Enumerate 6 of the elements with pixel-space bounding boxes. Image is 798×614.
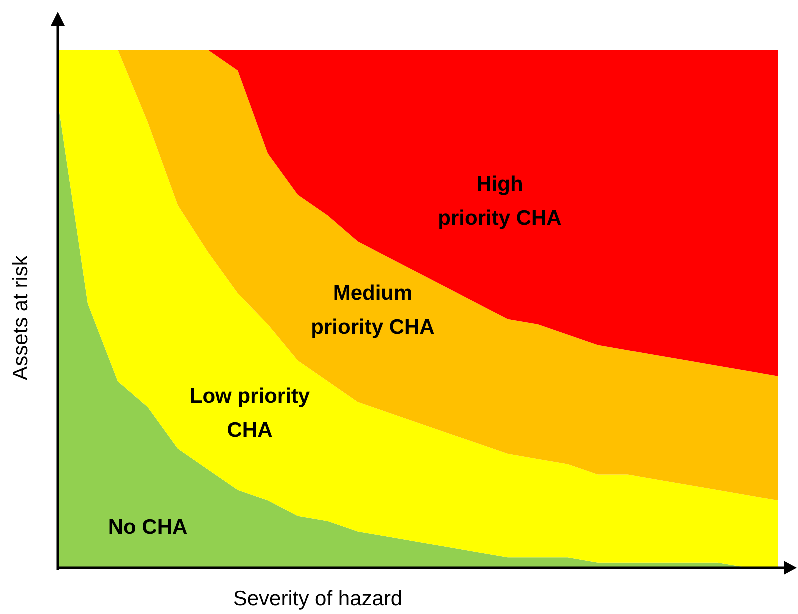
x-axis-title: Severity of hazard — [233, 588, 403, 611]
series-label: High priority CHA — [438, 172, 562, 230]
y-axis-title: Assets at risk — [10, 255, 33, 380]
series-label: No CHA — [108, 516, 188, 539]
series-label: Low priority CHA — [190, 384, 310, 442]
series-label: Medium priority CHA — [311, 282, 435, 339]
